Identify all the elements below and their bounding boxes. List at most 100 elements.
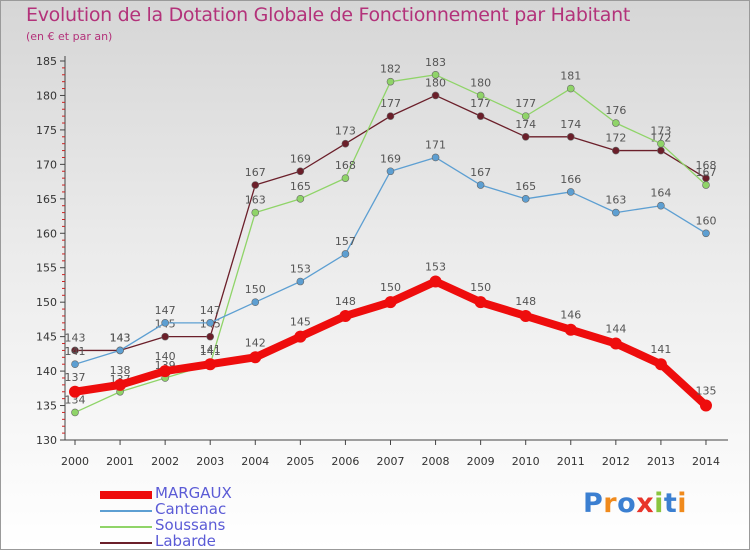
data-point-labarde <box>431 91 440 100</box>
data-label-cantenac: 143 <box>110 331 131 344</box>
data-label-margaux: 141 <box>650 343 671 356</box>
data-point-labarde <box>296 167 305 176</box>
data-label-margaux: 145 <box>290 316 311 329</box>
y-tick-label: 170 <box>36 158 57 171</box>
data-point-labarde <box>161 332 169 341</box>
data-point-soussans <box>431 70 440 79</box>
data-label-cantenac: 166 <box>560 173 581 186</box>
data-point-cantenac <box>476 181 485 189</box>
data-point-margaux <box>474 296 487 309</box>
data-point-labarde <box>206 332 215 341</box>
data-point-margaux <box>699 399 712 412</box>
legend-swatch <box>100 526 152 528</box>
y-tick-label: 155 <box>36 262 57 275</box>
data-label-margaux: 141 <box>200 343 221 356</box>
x-tick-label: 2013 <box>647 455 675 468</box>
data-label-soussans: 165 <box>290 180 311 193</box>
data-label-soussans: 141 <box>200 345 221 358</box>
x-tick-label: 2002 <box>151 455 179 468</box>
data-label-margaux: 142 <box>245 336 266 349</box>
data-label-labarde: 177 <box>470 97 491 110</box>
y-tick-label: 175 <box>36 124 57 137</box>
data-label-margaux: 148 <box>335 295 356 308</box>
y-tick-label: 185 <box>36 55 57 68</box>
data-point-cantenac <box>431 153 440 162</box>
x-tick-label: 2014 <box>692 455 720 468</box>
data-point-soussans <box>657 139 665 148</box>
y-tick-label: 160 <box>36 227 57 240</box>
data-point-margaux <box>69 385 81 398</box>
x-tick-label: 2010 <box>512 455 540 468</box>
data-point-margaux <box>294 330 307 343</box>
data-point-labarde <box>341 139 350 148</box>
data-point-soussans <box>386 77 395 86</box>
data-label-cantenac: 169 <box>380 152 401 165</box>
chart-subtitle: (en € et par an) <box>26 30 113 43</box>
data-point-cantenac <box>71 360 79 369</box>
data-point-margaux <box>429 275 442 288</box>
x-tick-label: 2003 <box>196 455 224 468</box>
data-point-soussans <box>251 208 260 217</box>
data-point-cantenac <box>702 229 710 238</box>
logo-letter: r <box>603 488 618 519</box>
x-tick-label: 2008 <box>422 455 450 468</box>
data-point-margaux <box>249 351 262 364</box>
y-tick-label: 150 <box>36 296 57 309</box>
data-point-labarde <box>251 181 260 189</box>
data-point-margaux <box>159 365 172 378</box>
data-label-margaux: 150 <box>380 281 401 294</box>
legend-swatch <box>100 491 152 499</box>
data-label-soussans: 167 <box>695 166 716 179</box>
y-tick-label: 145 <box>36 331 57 344</box>
data-point-soussans <box>476 91 485 100</box>
data-label-labarde: 143 <box>110 331 131 344</box>
data-point-margaux <box>339 309 352 322</box>
legend-label: MARGAUX <box>155 484 232 502</box>
y-tick-label: 135 <box>36 400 57 413</box>
data-point-margaux <box>519 309 532 322</box>
data-label-margaux: 153 <box>425 261 446 274</box>
data-label-cantenac: 171 <box>425 138 446 151</box>
x-tick-label: 2006 <box>331 455 359 468</box>
data-label-margaux: 148 <box>515 295 536 308</box>
legend-swatch <box>100 542 152 544</box>
data-point-cantenac <box>341 250 350 258</box>
data-point-cantenac <box>521 195 530 203</box>
data-label-soussans: 176 <box>605 104 626 117</box>
data-point-cantenac <box>206 319 215 327</box>
data-label-margaux: 137 <box>65 371 86 384</box>
data-point-margaux <box>114 378 127 391</box>
data-point-cantenac <box>296 277 305 286</box>
data-label-soussans: 180 <box>470 76 491 89</box>
data-point-labarde <box>521 133 530 141</box>
data-label-margaux: 138 <box>110 364 131 377</box>
y-tick-label: 130 <box>36 434 57 447</box>
logo-letter: i <box>677 488 688 519</box>
data-label-cantenac: 147 <box>155 304 176 317</box>
logo-letter: P <box>583 488 604 519</box>
y-tick-label: 180 <box>36 89 57 102</box>
data-label-margaux: 146 <box>560 309 581 322</box>
y-tick-label: 140 <box>36 365 57 378</box>
data-label-labarde: 174 <box>515 118 536 131</box>
data-label-cantenac: 157 <box>335 235 356 248</box>
legend-label: Cantenac <box>155 500 227 518</box>
data-point-soussans <box>521 112 530 120</box>
x-tick-label: 2012 <box>602 455 630 468</box>
data-point-soussans <box>341 174 350 182</box>
data-label-cantenac: 147 <box>200 304 221 317</box>
data-point-cantenac <box>251 298 260 306</box>
logo-letter: x <box>636 488 655 519</box>
data-point-cantenac <box>612 208 620 217</box>
x-tick-label: 2004 <box>241 455 269 468</box>
data-label-labarde: 177 <box>380 97 401 110</box>
data-label-cantenac: 163 <box>605 194 626 207</box>
data-point-soussans <box>296 195 305 203</box>
logo-letter: t <box>663 488 678 519</box>
x-tick-label: 2009 <box>467 455 495 468</box>
data-label-labarde: 168 <box>695 159 716 172</box>
data-label-soussans: 182 <box>380 63 401 76</box>
x-tick-label: 2001 <box>106 455 134 468</box>
